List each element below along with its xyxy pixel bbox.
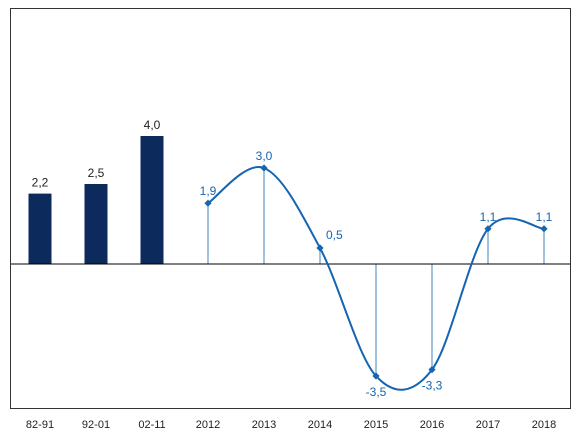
line-points <box>204 164 548 380</box>
x-tick-label-4: 2013 <box>252 419 276 430</box>
bar-2 <box>140 136 164 264</box>
bar-label-1: 2,5 <box>88 166 105 180</box>
x-tick-label-7: 2016 <box>420 419 444 430</box>
data-labels: 2,2 2,5 4,0 1,9 3,0 0,5 -3,5 -3,3 1,1 1,1 <box>32 118 553 399</box>
line-label-1: 3,0 <box>256 149 273 163</box>
line-point-0 <box>204 199 212 207</box>
line-label-5: 1,1 <box>480 210 497 224</box>
line-point-4 <box>428 366 436 374</box>
line-point-3 <box>372 372 380 380</box>
x-tick-label-6: 2015 <box>364 419 388 430</box>
x-tick-label-0: 82-91 <box>26 419 54 430</box>
bar-1 <box>84 184 108 264</box>
drop-lines <box>207 168 545 376</box>
x-tick-label-2: 02-11 <box>138 419 165 430</box>
x-tick-label-3: 2012 <box>196 419 220 430</box>
bar-label-0: 2,2 <box>32 176 49 190</box>
bar-series <box>28 136 164 264</box>
bar-label-2: 4,0 <box>144 118 161 132</box>
x-tick-label-5: 2014 <box>308 419 332 430</box>
x-tick-labels: 82-91 92-01 02-11 2012 2013 2014 2015 2016 2017 2… <box>26 419 556 430</box>
x-tick-label-8: 2017 <box>476 419 500 430</box>
line-label-2: 0,5 <box>326 228 343 242</box>
line-point-1 <box>260 164 268 172</box>
x-tick-label-9: 2018 <box>532 419 556 430</box>
line-point-6 <box>540 225 548 233</box>
line-label-6: 1,1 <box>536 210 553 224</box>
x-tick-label-1: 92-01 <box>82 419 110 430</box>
line-point-5 <box>484 225 492 233</box>
line-label-3: -3,5 <box>366 385 387 399</box>
line-point-2 <box>316 244 324 252</box>
bar-0 <box>28 193 52 264</box>
line-label-4: -3,3 <box>422 379 443 393</box>
line-label-0: 1,9 <box>200 184 217 198</box>
